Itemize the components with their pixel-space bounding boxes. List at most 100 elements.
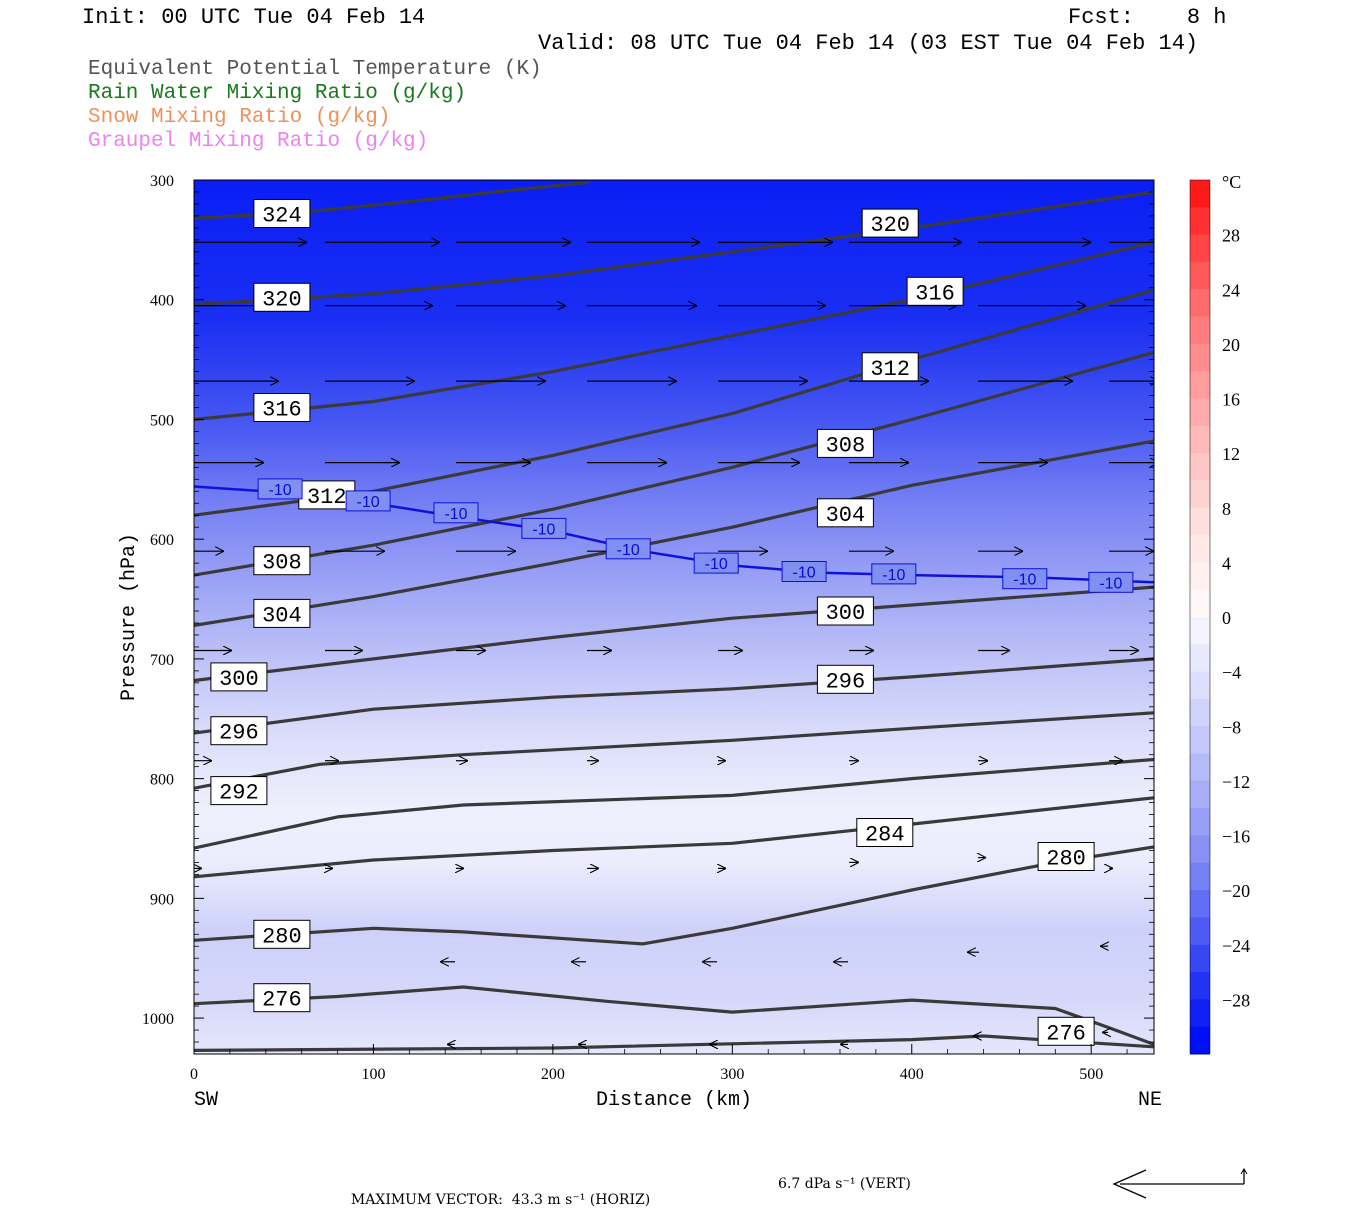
colorbar-cell <box>1190 398 1210 427</box>
isotherm-label: -10 <box>605 538 651 560</box>
theta-e-label: 280 <box>253 919 311 949</box>
theta-e-label-text: 276 <box>1046 1021 1086 1046</box>
y-tick-label: 400 <box>150 293 174 310</box>
theta-e-contour-288 <box>194 757 1154 850</box>
theta-e-label: 284 <box>856 818 914 848</box>
theta-e-label-box <box>253 983 311 1013</box>
theta-e-label: 316 <box>906 276 964 306</box>
colorbar-cell <box>1190 780 1210 809</box>
theta-e-label-text: 304 <box>826 503 866 528</box>
isotherm-label: -10 <box>1088 571 1134 593</box>
legend-snow: Snow Mixing Ratio (g/kg) <box>88 106 391 129</box>
theta-e-label-box <box>253 393 311 422</box>
theta-e-label-text: 300 <box>826 601 866 626</box>
colorbar-cell <box>1190 862 1210 891</box>
colorbar-cell <box>1190 289 1210 318</box>
theta-e-contour-280 <box>194 845 1154 946</box>
isotherm-label-box <box>871 563 917 585</box>
theta-e-label-text: 296 <box>826 669 866 694</box>
colorbar-cell <box>1190 589 1210 618</box>
theta-e-label: 304 <box>816 498 874 528</box>
theta-e-label-box <box>816 498 874 528</box>
colorbar-label: −24 <box>1222 936 1250 956</box>
y-tick-label: 1000 <box>142 1011 174 1028</box>
axes: 300 400 500 600 700 800 900 1000 0 100 200 300 400 50… <box>118 173 1162 1112</box>
legend-rain: Rain Water Mixing Ratio (g/kg) <box>88 82 467 105</box>
endpoint-ne: NE <box>1138 1089 1162 1112</box>
colorbar-cell <box>1190 698 1210 727</box>
theta-e-label-box <box>906 276 964 306</box>
init-time: Init: 00 UTC Tue 04 Feb 14 <box>82 5 426 30</box>
colorbar-cell <box>1190 890 1210 918</box>
colorbar-cell <box>1190 535 1210 563</box>
colorbar-cell <box>1190 562 1210 591</box>
theta-e-label-box <box>210 776 268 806</box>
colorbar-label: 12 <box>1222 444 1240 464</box>
theta-e-label-box <box>816 596 874 626</box>
theta-e-label-text: 312 <box>307 485 347 510</box>
isotherm-label-text: -10 <box>793 565 816 582</box>
max-vector-horiz: MAXIMUM VECTOR: 43.3 m s⁻¹ (HORIZ) <box>350 1192 651 1208</box>
theta-e-label: 296 <box>210 716 268 746</box>
theta-e-label: 308 <box>816 428 874 458</box>
theta-e-label-text: 284 <box>865 823 905 848</box>
colorbar-label: 8 <box>1222 499 1231 519</box>
y-axis-label: Pressure (hPa) <box>118 533 141 701</box>
colorbar-label: −8 <box>1222 717 1241 737</box>
theta-e-label: 300 <box>816 596 874 626</box>
colorbar-unit: °C <box>1222 172 1241 192</box>
isotherm-label: -10 <box>433 502 479 524</box>
isotherm-label: -10 <box>521 517 567 539</box>
theta-e-label-text: 312 <box>870 357 910 382</box>
theta-e-label-box <box>816 664 874 694</box>
colorbar-label: −20 <box>1222 881 1250 901</box>
colorbar-cell <box>1190 753 1210 782</box>
theta-e-label: 304 <box>253 598 311 628</box>
theta-e-label-box <box>210 716 268 746</box>
y-tick-label: 500 <box>150 412 174 429</box>
theta-e-label: 312 <box>861 352 919 382</box>
endpoint-sw: SW <box>194 1089 218 1112</box>
theta-e-label: 300 <box>210 662 268 692</box>
theta-e-label-text: 320 <box>262 287 302 312</box>
theta-e-label: 276 <box>1037 1016 1095 1046</box>
colorbar: °C 28 24 20 16 12 8 4 0 −4 −8 −12 −16 −20 −24 −28 <box>1189 172 1250 1055</box>
colorbar-label: −16 <box>1222 827 1250 847</box>
theta-e-label-box <box>253 199 311 228</box>
colorbar-cell <box>1190 644 1210 673</box>
isotherm-label-box <box>693 552 739 574</box>
isotherm-label-box <box>1002 568 1048 590</box>
colorbar-cell <box>1190 999 1210 1028</box>
colorbar-cell <box>1190 917 1210 946</box>
isotherm-label: -10 <box>693 552 739 574</box>
isotherm-label: -10 <box>1002 568 1048 590</box>
theta-e-label-text: 308 <box>262 551 302 576</box>
theta-e-label-box <box>253 282 311 312</box>
isotherm-label: -10 <box>345 490 391 512</box>
isotherm-label-text: -10 <box>269 482 292 499</box>
x-tick-label: 100 <box>361 1066 385 1083</box>
colorbar-cell <box>1190 480 1210 509</box>
colorbar-cell <box>1190 343 1210 372</box>
theta-e-label-text: 280 <box>1046 847 1086 872</box>
colorbar-cell <box>1190 944 1210 973</box>
theta-e-label: 276 <box>253 983 311 1013</box>
theta-e-label: 296 <box>816 664 874 694</box>
y-tick-label: 800 <box>150 772 174 789</box>
contour-labels: 324 320 316 312 308 304 300 296 292 320 316 312 308 3… <box>210 199 1134 1046</box>
colorbar-cell <box>1190 972 1210 1000</box>
temperature-fill <box>194 180 1154 1054</box>
colorbar-label: −28 <box>1222 990 1250 1010</box>
isotherm-label: -10 <box>257 478 303 500</box>
colorbar-cell <box>1190 507 1210 536</box>
isotherm-label-box <box>433 502 479 524</box>
colorbar-label: −12 <box>1222 772 1250 792</box>
isotherm-label-box <box>605 538 651 560</box>
isotherm-label-box <box>257 478 303 500</box>
colorbar-cell <box>1190 371 1210 399</box>
colorbar-cell <box>1190 316 1210 345</box>
theta-e-label-box <box>253 598 311 628</box>
theta-e-label-box <box>856 818 914 847</box>
colorbar-cell <box>1190 425 1210 454</box>
